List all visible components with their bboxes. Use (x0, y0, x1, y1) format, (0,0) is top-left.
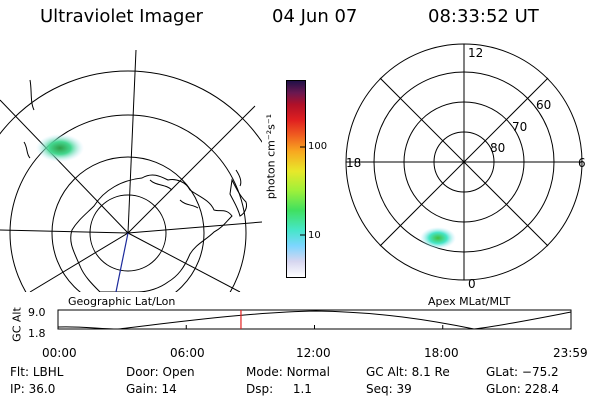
seq-label: Seq: (366, 382, 393, 396)
auroral-emission-geo (36, 134, 84, 162)
flt-field: Flt: LBHL (10, 365, 63, 379)
header-time: 08:33:52 UT (428, 6, 539, 27)
mlat-label-70: 70 (512, 120, 528, 134)
geo-meridian (127, 49, 137, 234)
geo-lat-circle (9, 114, 247, 292)
gain-label: Gain: (126, 382, 158, 396)
timeline-tick-3: 18:00 (424, 346, 459, 360)
gcalt-value: 8.1 Re (411, 365, 450, 379)
gcalt-field: GC Alt: 8.1 Re (366, 365, 450, 379)
timeline-tick-2: 12:00 (296, 346, 331, 360)
mlt-label-0: 0 (468, 277, 476, 291)
ip-value: 36.0 (28, 382, 56, 396)
door-label: Door: (126, 365, 159, 379)
geo-meridian (127, 105, 256, 234)
door-value: Open (162, 365, 195, 379)
coastline-antarctica (70, 174, 233, 292)
flt-value: LBHL (32, 365, 64, 379)
timeline-plot (57, 309, 572, 330)
geo-meridian (127, 221, 262, 234)
polar-map (345, 43, 583, 281)
coastline-island (29, 79, 35, 111)
geo-lat-circle (0, 70, 262, 143)
timeline-y-top: 9.0 (28, 306, 46, 319)
seq-value: 39 (396, 382, 412, 396)
colorbar-ticks (300, 146, 306, 236)
coastline-detail (149, 179, 199, 209)
geographic-map (0, 49, 262, 292)
colorbar-tick-10: 10 (308, 230, 321, 241)
geo-lat-circle (51, 156, 205, 292)
geo-lat-circle (89, 194, 167, 272)
coastline-island (235, 169, 242, 187)
flt-label: Flt: (10, 365, 29, 379)
mlat-label-60: 60 (536, 98, 552, 112)
geo-map-label: Geographic Lat/Lon (68, 295, 176, 308)
colorbar-tick-100: 100 (308, 141, 328, 152)
geo-meridian (0, 99, 129, 234)
timeline-tick-0: 00:00 (42, 346, 77, 360)
mode-value: Normal (286, 365, 330, 379)
seq-field: Seq: 39 (366, 382, 412, 396)
door-field: Door: Open (126, 365, 195, 379)
glat-value: −75.2 (521, 365, 559, 379)
dsp-field: Dsp: 1.1 (246, 382, 312, 396)
coastline-south-america (229, 178, 247, 217)
mlt-label-6: 6 (578, 156, 586, 170)
timeline-tick-4: 23:59 (553, 346, 588, 360)
colorbar (286, 80, 306, 278)
glat-label: GLat: (486, 365, 519, 379)
header-date: 04 Jun 07 (272, 6, 358, 27)
geo-meridian (127, 232, 241, 292)
gc-alt-curve (57, 310, 572, 330)
geo-meridian (0, 229, 129, 234)
gain-field: Gain: 14 (126, 382, 177, 396)
colorbar-unit-wrap: photon cm⁻²s⁻¹ (262, 80, 280, 250)
mode-label: Mode: (246, 365, 283, 379)
gain-value: 14 (161, 382, 177, 396)
dsp-label: Dsp: (246, 382, 274, 396)
polar-map-label: Apex MLat/MLT (428, 295, 511, 308)
auroral-emission-polar (420, 227, 456, 249)
mode-field: Mode: Normal (246, 365, 330, 379)
mlat-label-80: 80 (490, 141, 506, 155)
satellite-ground-track (115, 232, 129, 292)
timeline-tick-1: 06:00 (170, 346, 205, 360)
colorbar-unit-label: photon cm⁻²s⁻¹ (264, 113, 278, 200)
coastline-island (23, 141, 31, 159)
ip-field: IP: 36.0 (10, 382, 55, 396)
timeline-y-bottom: 1.8 (28, 327, 46, 340)
mlt-line-diagonal (379, 77, 549, 247)
dsp-value: 1.1 (292, 382, 312, 396)
glat-field: GLat: −75.2 (486, 365, 559, 379)
gcalt-label: GC Alt: (366, 365, 408, 379)
glon-field: GLon: 228.4 (486, 382, 559, 396)
glon-label: GLon: (486, 382, 521, 396)
mlt-label-18: 18 (346, 156, 362, 170)
mlt-label-12: 12 (468, 46, 484, 60)
ip-label: IP: (10, 382, 25, 396)
glon-value: 228.4 (524, 382, 559, 396)
app-title: Ultraviolet Imager (40, 6, 203, 27)
